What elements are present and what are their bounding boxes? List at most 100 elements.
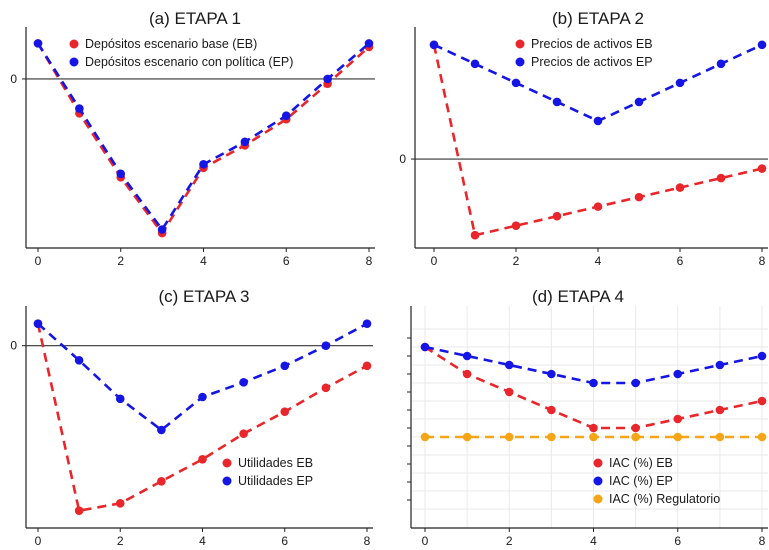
series-2-point [429, 40, 439, 50]
series-3-point [589, 432, 598, 442]
chart-title: (d) ETAPA 4 [532, 287, 624, 306]
series-2-point [757, 351, 767, 361]
series-line-2 [37, 322, 368, 432]
series-1-point [673, 414, 683, 424]
series-2-point [321, 341, 331, 350]
series-2-point [115, 394, 125, 404]
legend-label: IAC (%) EB [609, 456, 673, 470]
series-2-point [74, 356, 84, 365]
legend-marker [69, 57, 79, 67]
y-tick-label: 0 [399, 152, 406, 166]
series-2-point [547, 369, 556, 379]
legend-marker [593, 494, 603, 504]
series-1-point [198, 455, 207, 464]
legend-label: Utilidades EB [238, 456, 313, 470]
series-2-point [157, 225, 167, 234]
legend-label: Depósitos escenario con política (EP) [85, 55, 293, 69]
series-1-point [462, 369, 472, 379]
series-2-point [362, 319, 372, 328]
y-tick-label: 0 [10, 72, 17, 86]
x-tick-label: 0 [422, 534, 429, 545]
series-3-point [757, 432, 767, 442]
x-tick-label: 8 [759, 254, 766, 268]
series-1-point [470, 230, 480, 240]
x-tick-label: 4 [595, 254, 602, 268]
series-1-point [321, 383, 331, 393]
series-3-point [631, 432, 640, 442]
series-2-point [673, 369, 683, 379]
series-line-2 [36, 42, 370, 232]
legend-label: Precios de activos EP [531, 55, 653, 69]
series-1-point [716, 173, 726, 183]
chart-title: (b) ETAPA 2 [552, 9, 644, 28]
x-tick-label: 6 [281, 534, 288, 545]
legend-label: IAC (%) EP [609, 474, 673, 488]
series-1-point [362, 361, 372, 371]
x-tick-label: 2 [117, 534, 124, 545]
series-2-point [198, 392, 207, 402]
series-2-point [552, 97, 562, 107]
series-2-point [157, 425, 166, 435]
x-tick-label: 0 [35, 534, 42, 545]
series-1-point [634, 192, 644, 202]
x-tick-label: 4 [590, 534, 597, 545]
series-1-point [757, 164, 767, 173]
series-1-point [757, 396, 767, 406]
series-1-point [675, 183, 685, 192]
series-1-point [552, 211, 562, 221]
series-1-point [511, 221, 521, 230]
panel-etapa-4: (d) ETAPA 4 0 2 4 6 8 IAC (%) EB IAC (%) EP IAC … [407, 287, 768, 548]
panel-etapa-3: (c) ETAPA 3 0 0 2 4 6 8 Utilidades EB Utilidades… [10, 287, 373, 548]
x-tick-label: 4 [200, 254, 207, 268]
x-tick-label: 8 [366, 254, 373, 268]
series-2-point [280, 361, 290, 371]
series-3-point [504, 432, 514, 442]
series-3-point [420, 432, 430, 442]
panel-etapa-2: (b) ETAPA 2 0 0 2 4 6 8 Precios de activos EB Pr… [399, 9, 768, 268]
series-1-point [239, 429, 248, 438]
series-line-1 [36, 323, 368, 513]
legend-label: Depósitos escenario base (EB) [85, 37, 257, 51]
series-2-point [281, 111, 291, 120]
series-1-point [547, 405, 556, 415]
x-tick-label: 6 [283, 254, 290, 268]
legend-marker [222, 476, 232, 486]
series-2-point [33, 319, 43, 328]
series-1-point [157, 477, 166, 486]
x-tick-label: 0 [35, 254, 42, 268]
series-2-point [757, 40, 767, 50]
x-tick-label: 6 [677, 254, 684, 268]
series-3-point [715, 432, 725, 442]
series-1-point [593, 202, 603, 211]
series-1-point [715, 405, 725, 415]
x-tick-label: 8 [364, 534, 371, 545]
series-2-point [420, 342, 430, 352]
series-3-point [462, 432, 472, 442]
series-2-point [675, 78, 685, 88]
series-1-point [115, 499, 125, 508]
x-tick-label: 2 [506, 534, 513, 545]
series-2-point [634, 97, 644, 107]
legend-label: Precios de activos EB [531, 37, 653, 51]
series-1-point [631, 423, 640, 433]
series-2-point [589, 378, 598, 388]
legend-marker [222, 458, 232, 468]
series-1-point [504, 387, 514, 397]
series-2-point [715, 360, 725, 370]
chart-title: (c) ETAPA 3 [158, 287, 249, 306]
legend-label: IAC (%) Regulatorio [609, 492, 720, 506]
series-2-point [116, 169, 126, 179]
series-2-point [631, 378, 640, 388]
series-line-1 [36, 42, 370, 236]
x-tick-label: 6 [674, 534, 681, 545]
legend-marker [593, 476, 603, 486]
series-1-point [74, 506, 84, 515]
series-3-point [547, 432, 556, 442]
legend-marker [515, 57, 525, 67]
series-2-point [33, 39, 43, 48]
series-2-point [593, 116, 603, 126]
x-tick-label: 0 [431, 254, 438, 268]
series-2-point [239, 378, 248, 387]
series-2-point [511, 78, 521, 88]
